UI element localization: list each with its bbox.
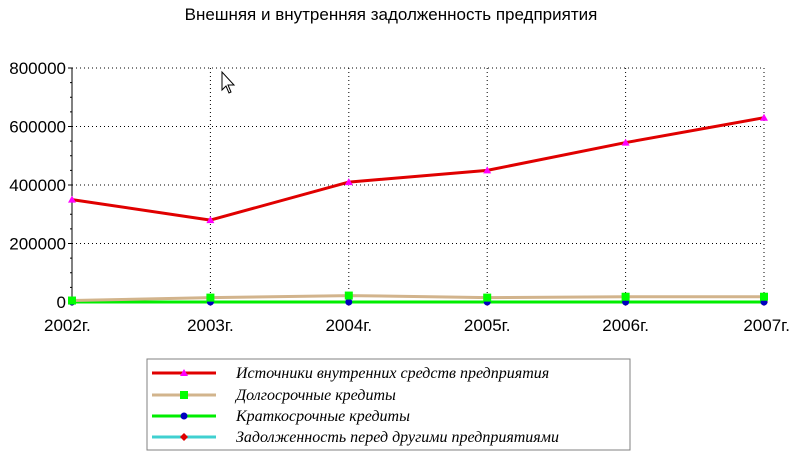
axes: 0 200000 400000 600000 800000 2002г. 2003г. 200… bbox=[9, 59, 790, 335]
y-tick-label: 800000 bbox=[9, 59, 66, 78]
legend-swatch-marker bbox=[180, 433, 188, 441]
x-tick-label: 2004г. bbox=[325, 316, 372, 335]
legend: Источники внутренних средств предприятия… bbox=[146, 358, 631, 451]
data-point bbox=[621, 138, 630, 146]
legend-item: Источники внутренних средств предприятия bbox=[152, 365, 549, 382]
data-point bbox=[206, 216, 215, 224]
data-point bbox=[760, 113, 768, 121]
legend-swatch-marker bbox=[180, 412, 188, 420]
legend-label: Задолженность перед другими предприятиям… bbox=[236, 429, 559, 446]
series-1 bbox=[68, 113, 768, 224]
legend-label: Краткосрочные кредиты bbox=[235, 408, 410, 425]
legend-item: Долгосрочные кредиты bbox=[152, 387, 396, 404]
chart-title: Внешняя и внутренняя задолженность предп… bbox=[185, 5, 598, 24]
data-point bbox=[206, 293, 215, 302]
legend-item: Задолженность перед другими предприятиям… bbox=[152, 429, 559, 446]
y-tick-label: 400000 bbox=[9, 176, 66, 195]
x-tick-label: 2005г. bbox=[464, 316, 511, 335]
mouse-pointer-icon bbox=[221, 70, 236, 94]
data-point bbox=[483, 166, 492, 174]
y-tick-label: 0 bbox=[57, 293, 66, 312]
x-tick-label: 2002г. bbox=[44, 316, 91, 335]
series-2 bbox=[68, 291, 768, 305]
series-line bbox=[71, 294, 764, 303]
series-group bbox=[68, 113, 768, 306]
legend-item: Краткосрочные кредиты bbox=[152, 408, 410, 425]
data-point bbox=[344, 291, 353, 300]
x-tick-label: 2006г. bbox=[602, 316, 649, 335]
data-point bbox=[344, 178, 353, 186]
data-point bbox=[68, 195, 76, 203]
x-tick-label: 2007г. bbox=[743, 316, 790, 335]
data-point bbox=[483, 293, 492, 302]
data-point bbox=[621, 292, 630, 301]
x-tick-label: 2003г. bbox=[187, 316, 234, 335]
y-tick-label: 200000 bbox=[9, 235, 66, 254]
legend-box bbox=[146, 358, 631, 451]
legend-swatch-marker bbox=[180, 391, 188, 399]
y-tick-label: 600000 bbox=[9, 118, 66, 137]
data-point bbox=[760, 292, 768, 301]
grid bbox=[72, 67, 765, 302]
series-line bbox=[71, 116, 765, 222]
data-point bbox=[68, 296, 76, 305]
mouse-pointer-shape bbox=[221, 70, 236, 94]
legend-label: Долгосрочные кредиты bbox=[234, 387, 396, 404]
data-point bbox=[345, 298, 353, 306]
legend-swatch-marker bbox=[180, 369, 188, 376]
legend-label: Источники внутренних средств предприятия bbox=[235, 365, 549, 382]
